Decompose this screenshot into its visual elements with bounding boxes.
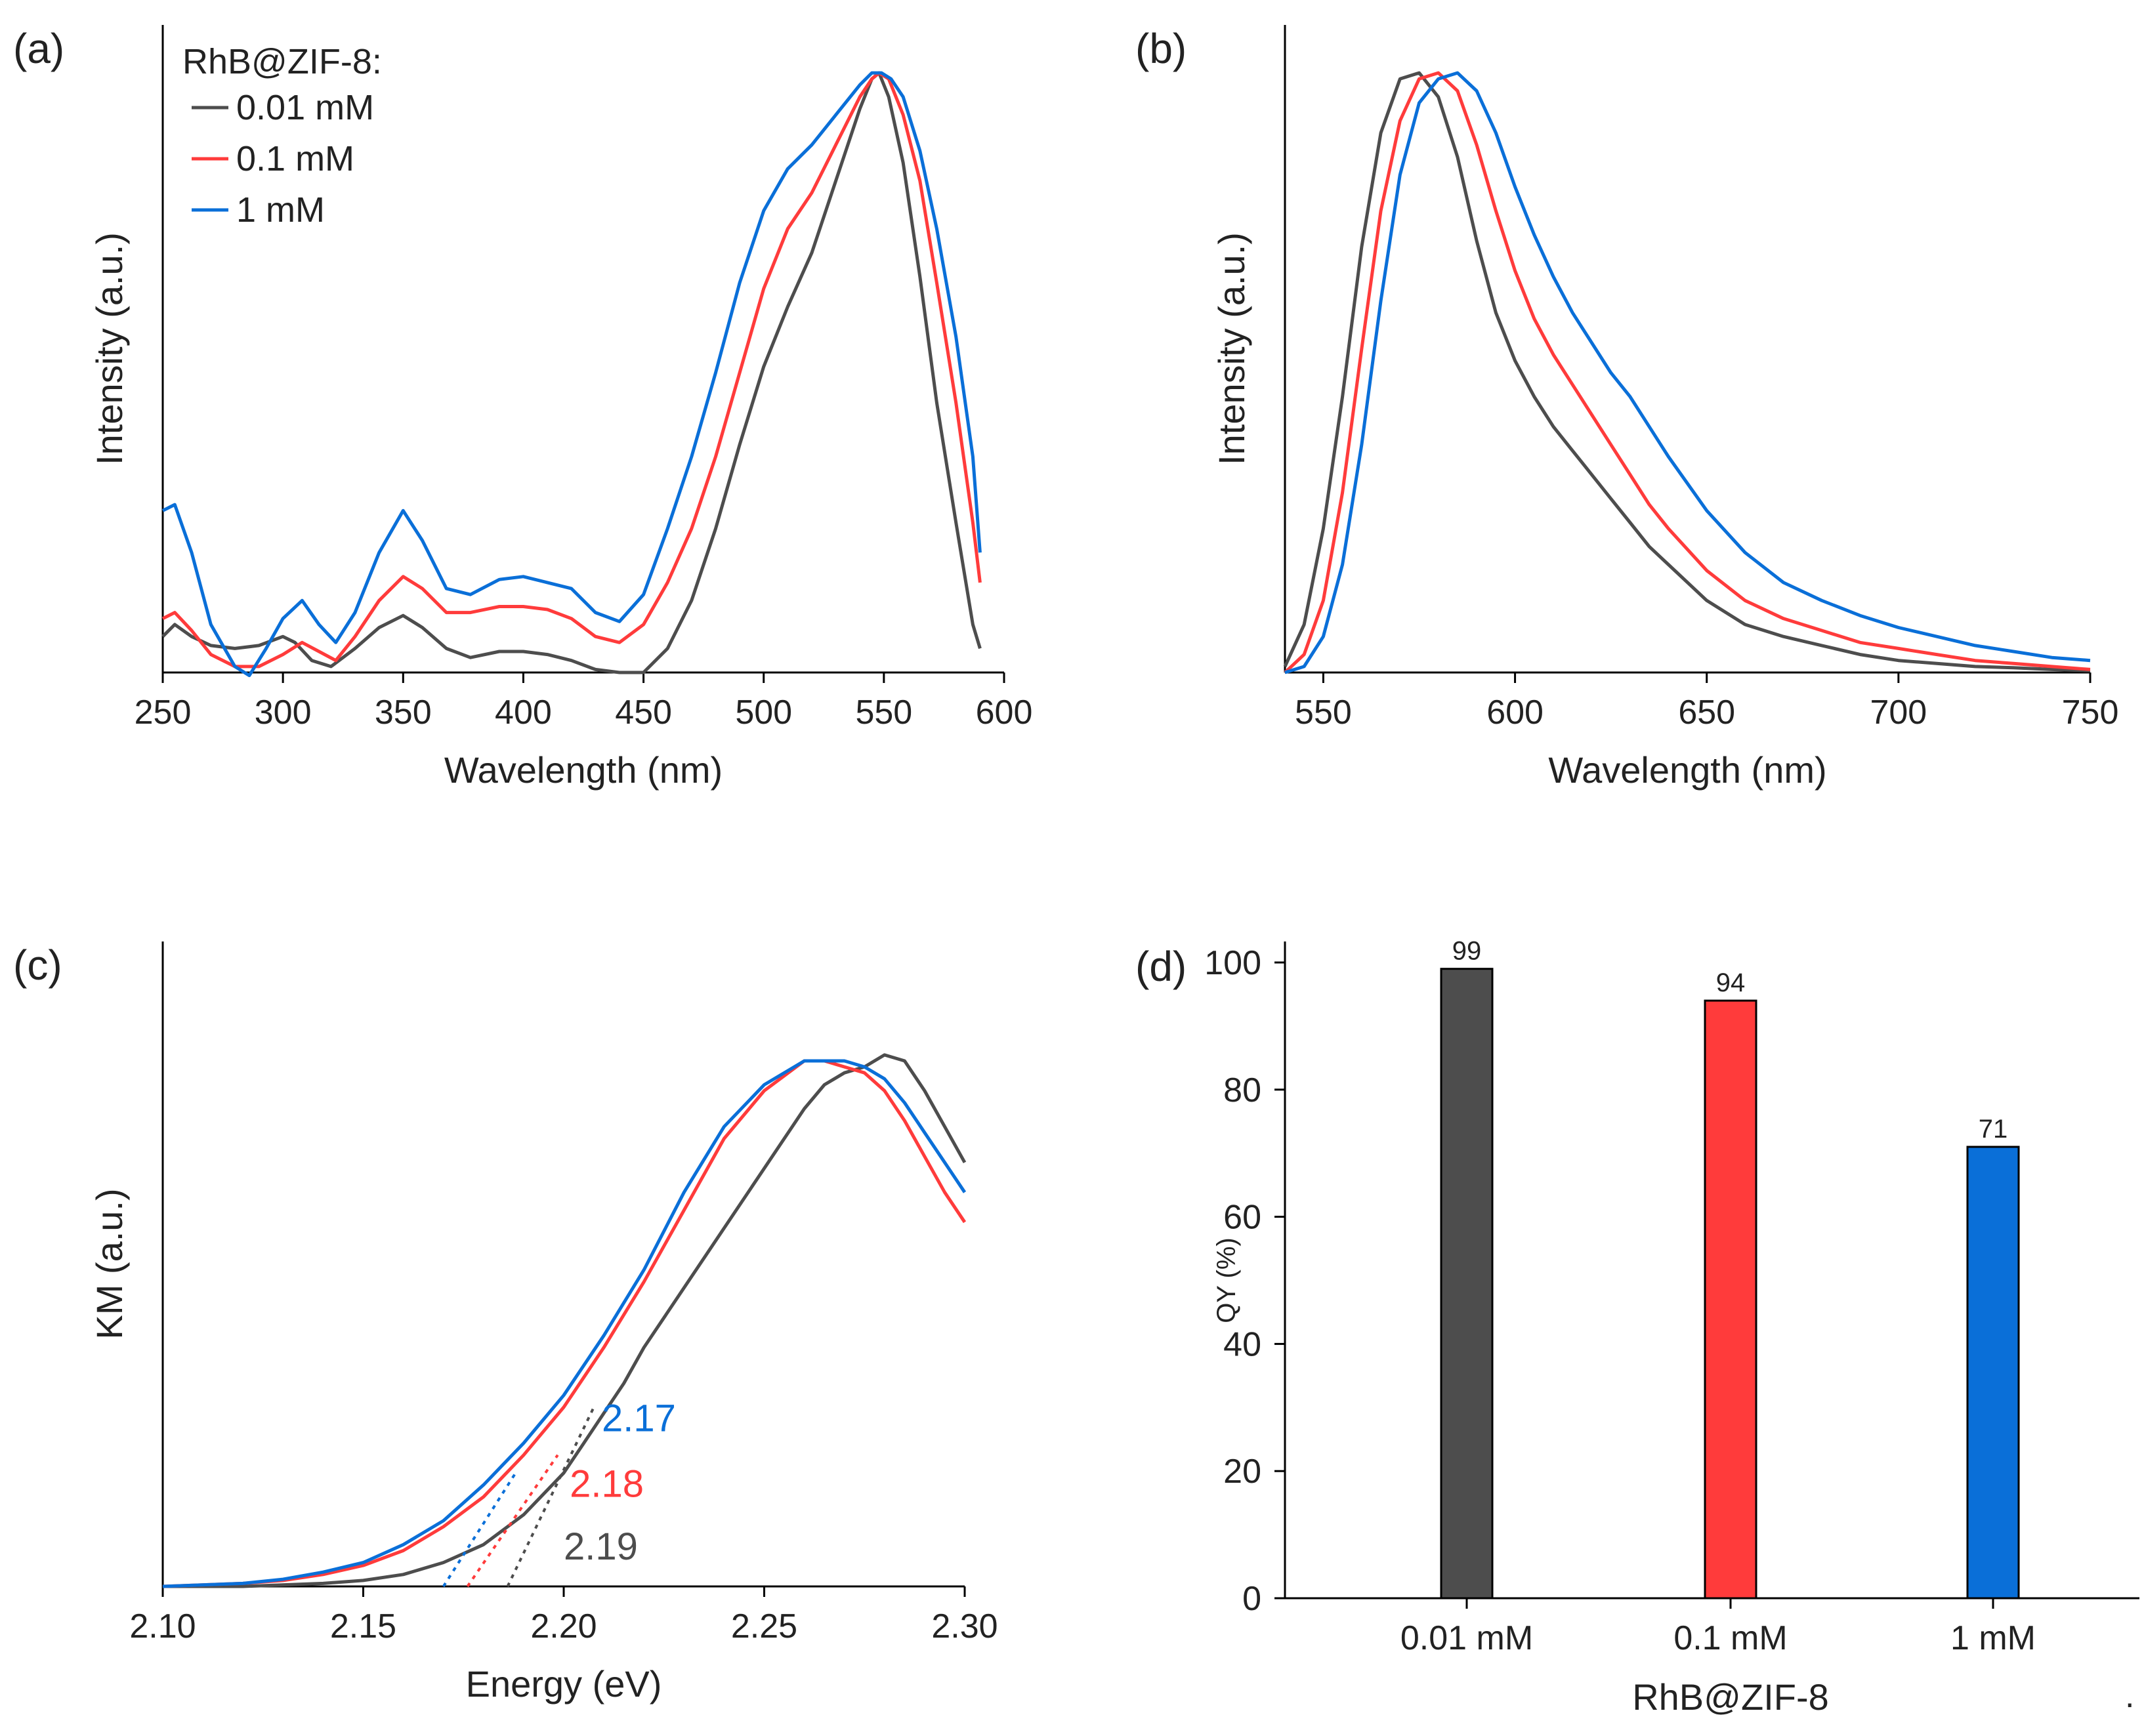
panel-b: 550 600 650 700 750 Wavelength (nm) Intensity …: [1135, 25, 2118, 791]
panel-c: 2.10 2.15 2.20 2.25 2.30 Energy (eV) KM (a.u.)…: [13, 941, 998, 1705]
series-line-0_01-mM: [161, 71, 982, 674]
y-axis-title: KM (a.u.): [89, 1188, 130, 1339]
x-axis-title: Wavelength (nm): [444, 749, 723, 791]
y-tick-label: 60: [1223, 1199, 1261, 1237]
series-line-0_1-mM: [162, 1059, 967, 1588]
legend-entry: 0.01 mM: [236, 88, 374, 127]
x-tick-label: 700: [1870, 693, 1927, 732]
panel-label: (a): [13, 25, 64, 72]
bar: [1704, 999, 1757, 1600]
y-tick-label: 40: [1223, 1325, 1261, 1363]
x-tick-label: 350: [375, 693, 432, 732]
series-line-0_01-mM: [1283, 71, 2091, 672]
legend-title: RhB@ZIF-8:: [182, 42, 382, 81]
x-tick-label: 750: [2062, 693, 2119, 732]
x-tick-label: 2.15: [330, 1607, 396, 1645]
x-tick-label: 500: [735, 693, 792, 732]
x-tick-label: 250: [135, 693, 192, 732]
series-line-1-mM: [1284, 71, 2091, 674]
onset-fit-line: [506, 1407, 595, 1587]
y-axis-title: Intensity (a.u.): [89, 232, 130, 465]
y-tick-label: 100: [1204, 944, 1261, 982]
legend-entry: 1 mM: [236, 190, 325, 230]
series-line-1-mM: [161, 71, 982, 678]
panel-label: (c): [13, 941, 62, 989]
x-tick-label: 600: [976, 693, 1033, 732]
x-tick-label: 1 mM: [1950, 1619, 2036, 1657]
figure-end-mark: .: [2125, 1677, 2134, 1715]
x-tick-label: 2.30: [931, 1607, 998, 1645]
x-tick-label: 0.01 mM: [1400, 1619, 1533, 1657]
bar-value-label: 94: [1716, 968, 1746, 997]
onset-fit-line: [466, 1454, 559, 1588]
panel-label: (b): [1135, 25, 1187, 72]
x-tick-label: 2.20: [530, 1607, 597, 1645]
x-axis-title: RhB@ZIF-8: [1632, 1676, 1829, 1718]
x-tick-label: 550: [855, 693, 912, 732]
series-line-1-mM: [162, 1059, 967, 1588]
bar-value-label: 71: [1979, 1115, 2008, 1144]
x-axis-title: Wavelength (nm): [1548, 749, 1826, 791]
series-line-0_01-mM: [163, 1053, 967, 1588]
series-line-0_1-mM: [1284, 71, 2091, 674]
x-tick-label: 2.25: [731, 1607, 797, 1645]
x-tick-label: 0.1 mM: [1673, 1619, 1787, 1657]
legend-entry: 0.1 mM: [236, 139, 354, 178]
onset-label: 2.17: [602, 1397, 676, 1439]
x-tick-label: 2.10: [129, 1607, 196, 1645]
x-tick-label: 450: [615, 693, 672, 732]
panel-d: 0 20 40 60 80 100 99 0.01 mM 94 0.1 mM 71 1 mM RhB@Z…: [1135, 937, 2139, 1718]
x-tick-label: 650: [1678, 693, 1735, 732]
y-tick-label: 20: [1223, 1453, 1261, 1491]
y-tick-label: 80: [1223, 1071, 1261, 1109]
x-tick-label: 550: [1295, 693, 1352, 732]
x-axis-title: Energy (eV): [466, 1663, 662, 1705]
y-axis-title: Intensity (a.u.): [1211, 232, 1252, 465]
bar: [1966, 1146, 2020, 1600]
panel-label: (d): [1135, 943, 1187, 990]
onset-label: 2.19: [564, 1525, 638, 1568]
onset-label: 2.18: [570, 1462, 644, 1505]
panel-a: 250 300 350 400 450 500 550 600 Wavelength (nm) I…: [13, 25, 1032, 791]
onset-fit-line: [442, 1472, 517, 1588]
bar: [1440, 968, 1494, 1600]
x-tick-label: 400: [495, 693, 552, 732]
y-axis-title: QY (%): [1212, 1237, 1241, 1323]
bar-value-label: 99: [1452, 937, 1482, 966]
x-tick-label: 600: [1486, 693, 1544, 732]
x-tick-label: 300: [255, 693, 312, 732]
y-tick-label: 0: [1242, 1580, 1261, 1618]
